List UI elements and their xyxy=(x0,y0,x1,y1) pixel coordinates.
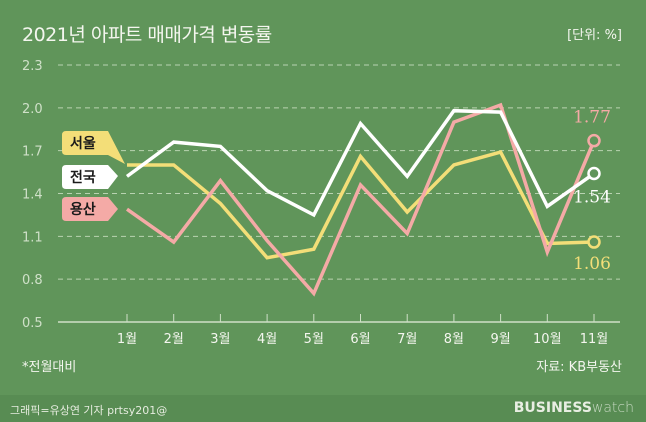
legend-tag-0: 서울 xyxy=(62,131,125,164)
x-tick-label: 11월 xyxy=(580,332,609,347)
unit-label: [단위: %] xyxy=(567,28,622,43)
y-tick-label: 1.7 xyxy=(22,145,43,160)
x-tick-label: 4월 xyxy=(257,332,277,347)
y-tick-label: 2.0 xyxy=(22,102,43,117)
y-tick-label: 0.8 xyxy=(22,273,43,288)
x-tick-label: 1월 xyxy=(117,332,137,347)
chart-title: 2021년 아파트 매매가격 변동률 xyxy=(22,24,272,46)
legend-tag-shape xyxy=(62,165,118,189)
x-tick-label: 2월 xyxy=(164,332,184,347)
legend-tag-2: 용산 xyxy=(62,197,118,221)
end-point-marker xyxy=(587,133,601,148)
footer-bar xyxy=(0,395,646,422)
footnote: *전월대비 xyxy=(22,360,77,375)
x-tick-label: 3월 xyxy=(210,332,230,347)
y-tick-label: 1.1 xyxy=(22,230,43,245)
y-tick-label: 0.5 xyxy=(22,316,43,331)
x-tick-label: 6월 xyxy=(350,332,370,347)
end-point-marker xyxy=(587,166,601,181)
brand-logo: BUSINESSwatch xyxy=(513,400,634,416)
x-tick-label: 8월 xyxy=(444,332,464,347)
legend-label: 용산 xyxy=(70,201,96,218)
end-point-marker xyxy=(587,235,601,249)
x-tick-label: 10월 xyxy=(533,332,562,347)
end-value-label: 1.54 xyxy=(573,188,611,208)
series-line-0 xyxy=(127,150,595,260)
legend-tag-1: 전국 xyxy=(62,165,118,189)
end-value-label: 1.06 xyxy=(573,254,611,274)
legend-label: 서울 xyxy=(70,135,96,152)
legend-tag-shape xyxy=(62,131,125,164)
y-tick-label: 1.4 xyxy=(22,188,43,203)
legend-label: 전국 xyxy=(70,169,96,186)
x-tick-label: 9월 xyxy=(490,332,510,347)
graphic-credit: 그래픽=유상연 기자 prtsy201@ xyxy=(10,404,168,417)
x-tick-label: 7월 xyxy=(397,332,417,347)
source-label: 자료: KB부동산 xyxy=(536,360,622,375)
y-tick-label: 2.3 xyxy=(22,59,43,74)
x-tick-label: 5월 xyxy=(304,332,324,347)
end-value-label: 1.77 xyxy=(573,108,611,128)
legend-tag-shape xyxy=(62,197,118,221)
